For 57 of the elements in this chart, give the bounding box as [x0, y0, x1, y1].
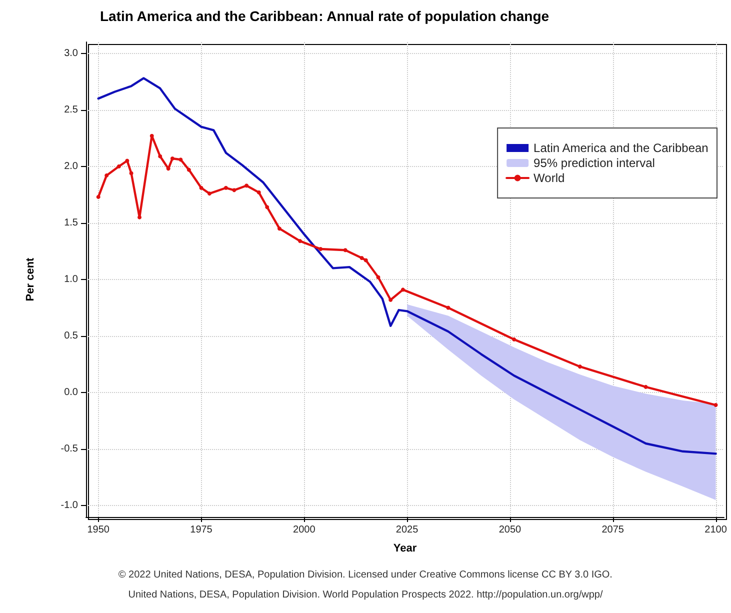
legend-label: Latin America and the Caribbean — [534, 141, 708, 155]
x-tick-label: 2000 — [293, 524, 316, 536]
point — [343, 248, 348, 252]
y-axis-title: Per cent — [24, 257, 36, 302]
point — [318, 246, 323, 251]
point — [178, 158, 183, 162]
x-tick-label: 2050 — [498, 524, 522, 536]
point — [125, 158, 130, 163]
point — [158, 154, 162, 158]
point — [232, 188, 236, 192]
point — [96, 194, 100, 199]
y-tick-label: -1.0 — [60, 500, 78, 512]
point — [265, 205, 270, 210]
x-tick-label: 2025 — [396, 524, 419, 536]
point — [446, 306, 450, 310]
point — [388, 298, 393, 302]
point — [186, 168, 191, 172]
x-tick-label: 1950 — [87, 524, 110, 536]
point — [360, 256, 364, 260]
legend-label: World — [534, 171, 565, 185]
x-tick-label: 2075 — [602, 524, 624, 536]
y-tick-label: 3.0 — [64, 48, 78, 59]
point — [578, 364, 582, 369]
point — [298, 239, 302, 244]
y-tick-label: 1.0 — [64, 274, 78, 285]
y-tick-label: 0.0 — [64, 387, 78, 398]
y-tick-label: 2.5 — [64, 104, 78, 116]
point — [244, 184, 249, 188]
point — [277, 226, 282, 231]
point — [207, 192, 212, 196]
text: © 2022 United Nations, DESA, Population Division. Licensed under Creative Commons license CC BY 3.0 IGO. — [118, 570, 612, 580]
point — [376, 275, 380, 280]
point — [364, 258, 368, 262]
x-axis-title: Year — [393, 542, 418, 554]
legend-label: 95% prediction interval — [534, 156, 655, 170]
y-tick-label: -0.5 — [60, 444, 78, 455]
point — [116, 164, 121, 168]
y-tick-label: 0.5 — [64, 330, 78, 342]
point — [104, 173, 109, 178]
point — [644, 384, 648, 389]
x-tick-label: 2100 — [704, 524, 728, 536]
point — [512, 337, 516, 342]
point — [138, 215, 142, 220]
point — [199, 186, 204, 190]
point — [400, 288, 405, 292]
y-tick-label: 2.0 — [64, 160, 78, 172]
chart-title: Latin America and the Caribbean: Annual rate of population change — [100, 8, 550, 24]
point — [224, 186, 228, 190]
y-tick-label: 1.5 — [64, 217, 78, 228]
line-series — [97, 77, 717, 455]
x-tick-label: 1975 — [190, 524, 213, 536]
point — [256, 190, 261, 194]
point — [170, 156, 174, 160]
point — [150, 134, 154, 138]
point — [714, 403, 718, 408]
point — [129, 171, 134, 176]
text: United Nations, DESA, Population Division. World Population Prospects 2022. http://population.un.org/wpp/ — [128, 590, 603, 600]
